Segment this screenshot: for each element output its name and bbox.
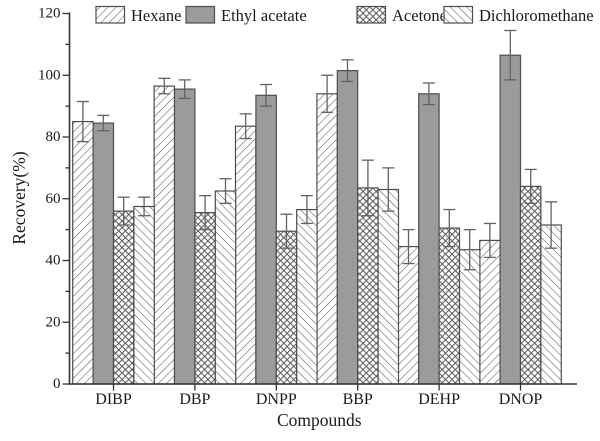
bar-dichloromethane-dnop [540,224,562,385]
bar-ethyl-acetate-dnpp [255,94,277,385]
legend-swatch-crosshatch [356,5,387,24]
bar-acetone-dnop [519,185,542,385]
bar-hexane-dehp [397,246,420,385]
errorbar-ethyl-acetate-dbp [178,79,191,100]
legend-label-hexane: Hexane [131,6,181,25]
bar-acetone-dbp [194,212,216,385]
y-tick-label-20: 20 [46,314,61,330]
x-tick-label-dbp: DBP [179,391,210,408]
errorbars-group [76,29,558,271]
y-tick-label-100: 100 [38,67,61,83]
x-ticklabels-group: DIBP DBP DNPP BBP DEHP DNOP [95,391,542,408]
errorbar-ethyl-acetate-dehp [422,82,435,106]
errorbar-acetone-bbp [361,159,374,217]
bar-acetone-dehp [438,227,461,385]
legend: Hexane Ethyl acetate Acetone Dichloromethan… [95,5,594,25]
legend-item-acetone: Acetone [356,5,447,25]
bar-acetone-dibp [112,210,135,385]
errorbar-ethyl-acetate-dnop [504,29,517,81]
errorbar-dichloromethane-dnop [545,201,558,249]
bar-ethyl-acetate-dnop [499,54,522,385]
bar-dichloromethane-dnpp [296,209,318,385]
x-ticks-group [112,384,522,391]
bar-hexane-dibp [72,120,94,385]
bars-group [72,54,562,385]
bar-acetone-dnpp [275,230,298,385]
legend-swatch-hatch-back [443,5,474,24]
legend-item-hexane: Hexane [95,5,181,25]
y-axis-title: Recovery(%) [9,151,29,244]
errorbar-dichloromethane-dibp [138,196,151,217]
legend-item-dichloromethane: Dichloromethane [443,5,594,25]
y-ticks-group [62,12,70,385]
errorbar-hexane-bbp [321,74,334,113]
bar-hexane-bbp [316,93,338,385]
bar-hexane-dbp [153,85,176,385]
bar-hexane-dnop [479,239,501,385]
errorbar-dichloromethane-dehp [463,228,476,271]
errorbar-ethyl-acetate-dnpp [260,83,273,107]
legend-label-ethyl-acetate: Ethyl acetate [221,6,307,25]
bar-hexane-dnpp [234,125,257,385]
x-tick-label-dnop: DNOP [499,391,543,408]
bar-dichloromethane-dibp [133,205,155,385]
y-tick-label-60: 60 [46,191,61,207]
x-tick-label-dehp: DEHP [418,391,460,408]
bar-acetone-bbp [357,187,379,385]
errorbar-dichloromethane-dbp [219,178,232,205]
y-tick-label-40: 40 [46,253,61,269]
errorbar-dichloromethane-dnpp [300,195,313,225]
errorbar-hexane-dehp [402,228,415,265]
errorbar-acetone-dnpp [280,213,293,249]
y-tick-label-0: 0 [53,376,61,392]
y-ticklabels-group: 0 20 40 60 80 100 120 [38,6,61,393]
x-tick-label-dibp: DIBP [95,391,132,408]
errorbar-hexane-dnpp [239,113,252,140]
errorbar-hexane-dibp [76,100,89,143]
errorbar-hexane-dnop [483,222,496,259]
errorbar-ethyl-acetate-bbp [341,59,354,83]
errorbar-hexane-dbp [158,77,171,95]
y-tick-label-80: 80 [46,129,61,145]
bar-ethyl-acetate-bbp [336,69,359,385]
errorbar-acetone-dnop [524,168,537,205]
errorbar-ethyl-acetate-dibp [97,114,110,132]
legend-label-dichloromethane: Dichloromethane [479,6,594,25]
bar-ethyl-acetate-dehp [418,93,440,385]
errorbar-acetone-dbp [199,195,212,231]
errorbar-dichloromethane-bbp [382,167,395,212]
bar-dichloromethane-dbp [214,190,237,385]
bar-ethyl-acetate-dibp [92,122,115,385]
legend-item-ethyl-acetate: Ethyl acetate [185,5,307,25]
y-tick-label-120: 120 [38,6,61,22]
legend-swatch-solid [185,5,216,24]
legend-swatch-hatch-forward [95,5,126,24]
x-tick-label-bbp: BBP [343,391,373,408]
x-tick-label-dnpp: DNPP [256,391,297,408]
errorbar-acetone-dehp [443,208,456,248]
legend-label-acetone: Acetone [392,6,447,25]
x-axis-title: Compounds [277,410,362,430]
errorbar-acetone-dibp [117,196,130,226]
bar-ethyl-acetate-dbp [173,88,196,385]
bar-dichloromethane-bbp [377,188,400,385]
